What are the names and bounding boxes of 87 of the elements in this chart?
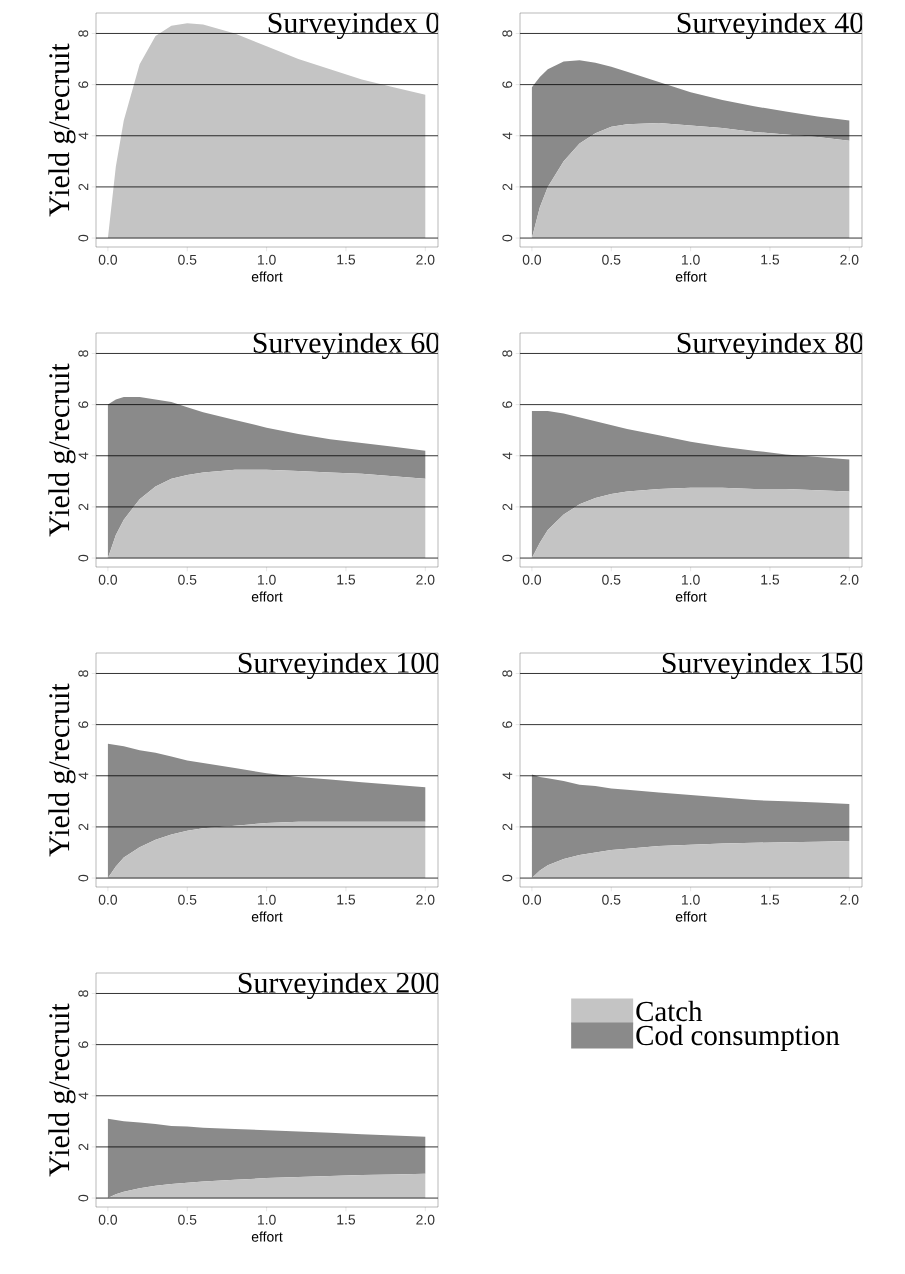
x-tick-label: 2.0 <box>416 574 435 585</box>
x-axis-title: effort <box>251 1231 283 1242</box>
x-axis-title: effort <box>251 911 283 922</box>
x-tick-label: 0.5 <box>178 1214 197 1225</box>
y-axis-title: Yield g/recruit <box>48 683 76 857</box>
legend-label: Cod consumption <box>636 1024 840 1052</box>
x-tick-label: 1.0 <box>681 254 700 265</box>
x-tick-label: 1.0 <box>257 1214 276 1225</box>
y-tick-label: 6 <box>78 1041 89 1048</box>
chart-title: Surveyindex 80 <box>677 331 864 360</box>
x-axis-title: effort <box>251 591 283 602</box>
x-tick-label: 1.0 <box>257 254 276 265</box>
y-tick-label: 8 <box>78 670 89 677</box>
x-tick-label: 2.0 <box>840 574 859 585</box>
x-tick-label: 1.0 <box>681 894 700 905</box>
x-tick-label: 2.0 <box>416 1214 435 1225</box>
y-tick-label: 4 <box>78 132 89 140</box>
y-tick-label: 2 <box>502 503 513 511</box>
x-axis-title: effort <box>251 271 283 282</box>
x-axis-title: effort <box>675 271 707 282</box>
y-tick-label: 6 <box>502 401 513 408</box>
x-tick-label: 0.0 <box>98 574 118 585</box>
x-tick-label: 2.0 <box>416 894 435 905</box>
y-tick-label: 4 <box>502 132 513 140</box>
y-tick-label: 8 <box>502 670 513 677</box>
y-tick-label: 4 <box>78 1092 89 1100</box>
x-tick-label: 2.0 <box>840 254 859 265</box>
x-tick-label: 2.0 <box>840 894 859 905</box>
x-tick-label: 0.5 <box>602 254 621 265</box>
y-tick-label: 0 <box>502 234 513 242</box>
y-tick-label: 0 <box>502 554 513 562</box>
x-tick-label: 1.5 <box>337 1214 356 1225</box>
y-tick-label: 8 <box>78 990 89 997</box>
y-tick-label: 8 <box>502 30 513 37</box>
x-tick-label: 1.5 <box>337 574 356 585</box>
y-tick-label: 4 <box>78 772 89 780</box>
y-tick-label: 2 <box>502 823 513 831</box>
x-tick-label: 2.0 <box>416 254 435 265</box>
y-tick-label: 6 <box>502 721 513 728</box>
y-tick-label: 6 <box>78 721 89 728</box>
x-tick-label: 0.0 <box>522 574 542 585</box>
chart-title: Surveyindex 100 <box>238 651 440 680</box>
y-tick-label: 2 <box>78 823 89 831</box>
x-tick-label: 1.5 <box>761 254 780 265</box>
x-tick-label: 0.5 <box>178 574 197 585</box>
y-axis-title: Yield g/recruit <box>48 43 76 217</box>
x-tick-label: 0.0 <box>98 1214 118 1225</box>
y-tick-label: 0 <box>78 554 89 562</box>
x-tick-label: 1.5 <box>761 894 780 905</box>
chart-title: Surveyindex 200 <box>238 971 440 1000</box>
y-tick-label: 8 <box>78 30 89 37</box>
x-tick-label: 0.0 <box>522 894 542 905</box>
y-tick-label: 4 <box>502 772 513 780</box>
y-tick-label: 6 <box>78 401 89 408</box>
y-axis-title: Yield g/recruit <box>48 363 76 537</box>
y-tick-label: 0 <box>78 234 89 242</box>
y-tick-label: 0 <box>78 874 89 882</box>
x-tick-label: 1.5 <box>337 894 356 905</box>
y-tick-label: 8 <box>78 350 89 357</box>
x-tick-label: 0.5 <box>178 894 197 905</box>
y-tick-label: 2 <box>502 183 513 191</box>
x-tick-label: 0.5 <box>602 574 621 585</box>
x-tick-label: 1.5 <box>761 574 780 585</box>
y-tick-label: 2 <box>78 183 89 191</box>
x-tick-label: 1.5 <box>337 254 356 265</box>
y-tick-label: 8 <box>502 350 513 357</box>
y-axis-title: Yield g/recruit <box>48 1003 76 1177</box>
y-tick-label: 2 <box>78 503 89 511</box>
x-axis-title: effort <box>675 591 707 602</box>
x-tick-label: 1.0 <box>257 574 276 585</box>
y-tick-label: 6 <box>502 81 513 88</box>
x-tick-label: 1.0 <box>257 894 276 905</box>
x-tick-label: 0.0 <box>98 894 118 905</box>
x-tick-label: 0.0 <box>98 254 118 265</box>
y-tick-label: 0 <box>502 874 513 882</box>
x-tick-label: 0.0 <box>522 254 542 265</box>
x-tick-label: 1.0 <box>681 574 700 585</box>
x-tick-label: 0.5 <box>602 894 621 905</box>
y-tick-label: 4 <box>78 452 89 460</box>
y-tick-label: 0 <box>78 1194 89 1202</box>
chart-title: Surveyindex 150 <box>662 651 864 680</box>
y-tick-label: 2 <box>78 1143 89 1151</box>
legend-label: Catch <box>636 1000 703 1022</box>
y-tick-label: 4 <box>502 452 513 460</box>
x-tick-label: 0.5 <box>178 254 197 265</box>
x-axis-title: effort <box>675 911 707 922</box>
y-tick-label: 6 <box>78 81 89 88</box>
